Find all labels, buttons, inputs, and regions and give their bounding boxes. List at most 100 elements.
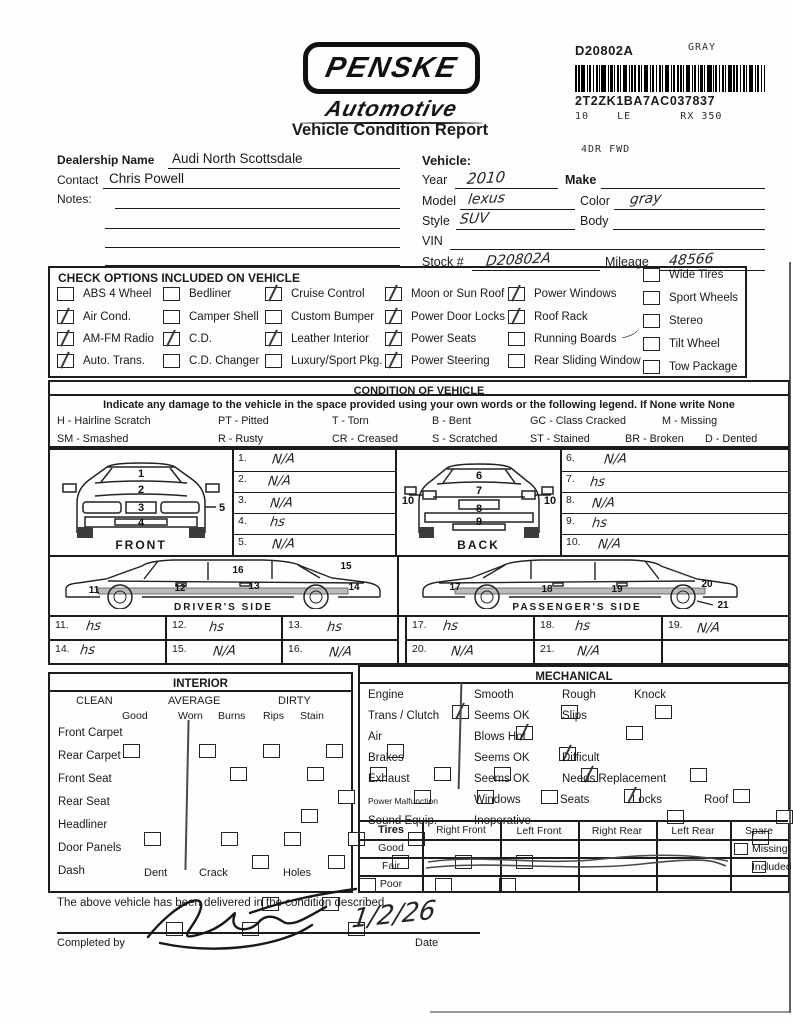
damage-field-11[interactable]: 11. hs bbox=[55, 618, 102, 635]
interior-cb-front-carpet-stain[interactable] bbox=[386, 744, 404, 758]
interior-cb-front-carpet-rips[interactable] bbox=[326, 744, 344, 758]
checkbox-power-steering[interactable] bbox=[385, 354, 402, 368]
interior-cb-rear-seat-worn[interactable] bbox=[220, 832, 238, 846]
interior-cb-rear-carpet-good[interactable] bbox=[230, 767, 248, 781]
svg-text:20: 20 bbox=[701, 579, 713, 590]
mech-cb-brakes-difficult[interactable] bbox=[690, 768, 708, 782]
mech-cb-trans-seems-ok[interactable] bbox=[516, 726, 534, 740]
damage-field-4[interactable]: 4. hs bbox=[234, 513, 395, 535]
checkbox-cd[interactable] bbox=[163, 332, 180, 346]
interior-cb-front-seat-good[interactable] bbox=[337, 790, 355, 804]
interior-cb-headliner-good[interactable] bbox=[251, 855, 269, 869]
notes-line-1[interactable] bbox=[115, 192, 400, 209]
spare-included-checkbox[interactable] bbox=[752, 861, 767, 873]
option-label: Power Steering bbox=[411, 355, 490, 367]
notes-line-4[interactable] bbox=[105, 249, 400, 266]
interior-cb-front-carpet-good[interactable] bbox=[123, 744, 140, 758]
interior-cb-front-carpet-burns[interactable] bbox=[262, 744, 280, 758]
signature-line[interactable] bbox=[57, 932, 480, 934]
interior-cb-front-seat-worn[interactable] bbox=[413, 790, 431, 804]
checkbox-air-cond[interactable] bbox=[57, 310, 74, 324]
damage-field-15[interactable]: 15. N/A bbox=[172, 643, 237, 660]
checkbox-camper-shell[interactable] bbox=[163, 310, 180, 324]
mech-cb-sound-inoperative[interactable] bbox=[752, 831, 770, 845]
make-field[interactable] bbox=[601, 169, 765, 189]
checkbox-moon-sun-roof[interactable] bbox=[385, 287, 402, 301]
interior-cb-rear-carpet-stain[interactable] bbox=[494, 767, 512, 781]
style-field[interactable]: SUV bbox=[456, 210, 575, 230]
damage-field-7[interactable]: 7. hs bbox=[562, 471, 790, 493]
interior-cb-rear-seat-good[interactable] bbox=[144, 832, 162, 846]
damage-field-19[interactable]: 19. N/A bbox=[668, 619, 721, 637]
checkbox-power-door-locks[interactable] bbox=[385, 310, 402, 324]
damage-field-17[interactable]: 17. hs bbox=[412, 618, 459, 635]
notes-line-3[interactable] bbox=[105, 231, 400, 248]
interior-cb-rear-carpet-burns[interactable] bbox=[370, 767, 388, 781]
interior-cb-front-carpet-worn[interactable] bbox=[199, 744, 217, 758]
damage-field-12[interactable]: 12. hs bbox=[172, 619, 225, 636]
checkbox-luxury-sport-pkg[interactable] bbox=[265, 354, 282, 368]
signature-scribble[interactable] bbox=[130, 885, 360, 953]
checkbox-bedliner[interactable] bbox=[163, 287, 180, 301]
checkbox-tilt-wheel[interactable] bbox=[643, 337, 660, 351]
notes-line-2[interactable] bbox=[105, 212, 400, 229]
checkbox-tow-package[interactable] bbox=[643, 360, 660, 374]
damage-field-13[interactable]: 13. hs bbox=[288, 619, 343, 636]
interior-cb-front-seat-stain[interactable] bbox=[301, 809, 318, 823]
interior-cb-rear-carpet-worn[interactable] bbox=[306, 767, 324, 781]
interior-cb-front-seat-burns[interactable] bbox=[477, 790, 495, 804]
checkbox-am-fm-radio[interactable] bbox=[57, 332, 74, 346]
checkbox-custom-bumper[interactable] bbox=[265, 310, 282, 324]
passenger-side-diagram: 17 18 19 20 21 bbox=[422, 559, 738, 609]
damage-field-2[interactable]: 2. N/A bbox=[234, 471, 395, 493]
vin-field[interactable] bbox=[450, 230, 765, 250]
options-title: CHECK OPTIONS INCLUDED ON VEHICLE bbox=[58, 271, 301, 285]
year-field[interactable]: 2010 bbox=[455, 168, 558, 189]
option-label: ABS 4 Wheel bbox=[83, 288, 152, 300]
interior-cb-rear-carpet-rips[interactable] bbox=[433, 767, 451, 781]
damage-field-8[interactable]: 8. N/A bbox=[562, 492, 790, 514]
mech-cb-exhaust-needs-replacement[interactable] bbox=[733, 789, 751, 803]
interior-cb-front-seat-rips[interactable] bbox=[540, 790, 558, 804]
mileage-field[interactable]: 48566 bbox=[655, 251, 765, 271]
damage-field-9[interactable]: 9. hs bbox=[562, 513, 790, 535]
contact-field[interactable]: Chris Powell bbox=[103, 170, 400, 189]
dealership-field[interactable]: Audi North Scottsdale bbox=[168, 150, 400, 169]
checkbox-sport-wheels[interactable] bbox=[643, 291, 660, 305]
damage-field-3[interactable]: 3. N/A bbox=[234, 492, 395, 514]
damage-field-20[interactable]: 20. N/A bbox=[412, 643, 475, 660]
checkbox-abs-4-wheel[interactable] bbox=[57, 287, 74, 301]
model-field[interactable]: lexus bbox=[460, 190, 575, 210]
damage-field-1[interactable]: 1. N/A bbox=[234, 450, 395, 472]
mech-cb-engine-knock[interactable] bbox=[654, 705, 672, 719]
checkbox-power-seats[interactable] bbox=[385, 332, 402, 346]
checkbox-wide-tires[interactable] bbox=[643, 268, 660, 282]
mech-cb-air-blows-hot[interactable] bbox=[559, 747, 577, 761]
damage-field-5[interactable]: 5. N/A bbox=[238, 536, 296, 553]
mech-cb-brakes-seems-ok[interactable] bbox=[580, 768, 598, 782]
interior-cb-rear-seat-burns[interactable] bbox=[284, 832, 302, 846]
damage-field-18[interactable]: 18. hs bbox=[540, 618, 591, 635]
checkbox-cruise-control[interactable] bbox=[265, 287, 282, 301]
body-field[interactable] bbox=[613, 210, 765, 230]
checkbox-rear-sliding-window[interactable] bbox=[508, 354, 525, 368]
mech-cb-engine-rough[interactable] bbox=[561, 705, 579, 719]
mech-cb-trans-slips[interactable] bbox=[625, 726, 643, 740]
damage-field-16[interactable]: 16. N/A bbox=[288, 643, 353, 661]
stock-field[interactable]: D20802A bbox=[472, 250, 600, 271]
mech-cb-exhaust-seems-ok[interactable] bbox=[623, 789, 641, 803]
checkbox-stereo[interactable] bbox=[643, 314, 660, 328]
checkbox-leather-interior[interactable] bbox=[265, 332, 282, 346]
spare-missing-checkbox[interactable] bbox=[734, 843, 748, 855]
damage-field-10[interactable]: 10. N/A bbox=[566, 536, 622, 553]
checkbox-roof-rack[interactable] bbox=[508, 310, 525, 324]
color-field[interactable]: gray bbox=[614, 190, 765, 210]
checkbox-auto-trans[interactable] bbox=[57, 354, 74, 368]
checkbox-cd-changer[interactable] bbox=[163, 354, 180, 368]
damage-field-14[interactable]: 14. hs bbox=[55, 642, 96, 659]
damage-field-6[interactable]: 6. N/A bbox=[562, 450, 790, 472]
interior-cb-headliner-worn[interactable] bbox=[328, 855, 346, 869]
damage-field-21[interactable]: 21. N/A bbox=[540, 643, 601, 660]
checkbox-running-boards[interactable] bbox=[508, 332, 525, 346]
checkbox-power-windows[interactable] bbox=[508, 287, 525, 301]
